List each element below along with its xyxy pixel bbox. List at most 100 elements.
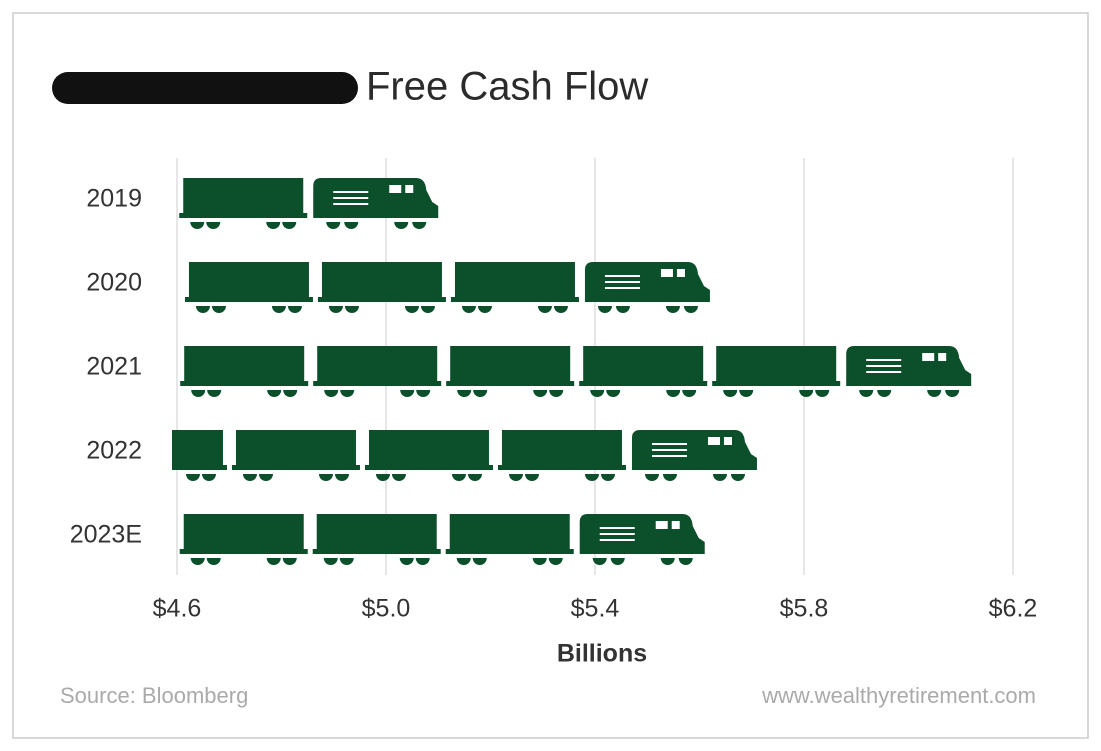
wheel xyxy=(662,474,677,481)
wheel xyxy=(532,558,547,565)
wheel xyxy=(597,306,612,313)
wheel xyxy=(207,390,222,397)
wheel xyxy=(730,474,745,481)
wheel xyxy=(456,558,471,565)
wheel xyxy=(266,558,281,565)
wheel xyxy=(683,306,698,313)
wheel xyxy=(266,222,281,229)
y-tick-label: 2023E xyxy=(70,521,142,549)
bar xyxy=(179,514,705,565)
car-base xyxy=(312,549,441,554)
window xyxy=(676,269,685,277)
car xyxy=(183,178,304,214)
x-tick-label: $6.2 xyxy=(989,595,1038,623)
car-base xyxy=(179,213,308,218)
wheel xyxy=(324,390,339,397)
locomotive xyxy=(313,178,439,218)
wheel xyxy=(615,306,630,313)
wheel xyxy=(323,558,338,565)
website: www.wealthyretirement.com xyxy=(761,683,1036,708)
car-base xyxy=(180,381,309,386)
wheel xyxy=(600,474,615,481)
car-base xyxy=(179,549,308,554)
wheel xyxy=(592,558,607,565)
car-base xyxy=(712,381,841,386)
x-tick-label: $5.8 xyxy=(780,595,829,623)
car-base xyxy=(579,381,708,386)
wheel xyxy=(339,558,354,565)
wheel xyxy=(723,390,738,397)
wheel xyxy=(391,474,406,481)
wheel xyxy=(644,474,659,481)
car xyxy=(317,346,438,382)
car xyxy=(368,430,489,466)
x-axis-label: Billions xyxy=(557,640,647,668)
wheel xyxy=(190,222,205,229)
wheel xyxy=(477,306,492,313)
wheel xyxy=(610,558,625,565)
car xyxy=(184,346,305,382)
car xyxy=(583,346,704,382)
car-base xyxy=(231,465,360,470)
car-base xyxy=(445,549,574,554)
wheel xyxy=(282,558,297,565)
car-base xyxy=(364,465,493,470)
wheel xyxy=(665,306,680,313)
wheel xyxy=(606,390,621,397)
wheel xyxy=(326,222,341,229)
bar xyxy=(184,262,710,313)
locomotive xyxy=(579,514,705,554)
window xyxy=(707,437,720,445)
wheel xyxy=(415,558,430,565)
x-tick-label: $4.6 xyxy=(153,595,202,623)
car xyxy=(188,262,309,298)
wheel xyxy=(287,306,302,313)
redaction xyxy=(52,72,358,104)
car-base xyxy=(450,297,579,302)
wheel xyxy=(553,306,568,313)
locomotive xyxy=(846,346,972,386)
wheel xyxy=(195,306,210,313)
car xyxy=(321,262,442,298)
wheel xyxy=(282,222,297,229)
wheel xyxy=(678,558,693,565)
wheel xyxy=(344,222,359,229)
wheel xyxy=(211,306,226,313)
wheel xyxy=(927,390,942,397)
car xyxy=(501,430,622,466)
wheel xyxy=(206,558,221,565)
wheel xyxy=(267,390,282,397)
locomotive xyxy=(584,262,710,302)
wheel xyxy=(318,474,333,481)
car-base xyxy=(172,465,227,470)
bar xyxy=(172,430,757,481)
window xyxy=(723,437,732,445)
wheel xyxy=(472,558,487,565)
wheel xyxy=(258,474,273,481)
wheel xyxy=(457,390,472,397)
wheel xyxy=(739,390,754,397)
wheel xyxy=(399,558,414,565)
bar xyxy=(179,178,439,229)
wheel xyxy=(283,390,298,397)
car xyxy=(716,346,837,382)
car-base xyxy=(446,381,575,386)
car xyxy=(454,262,575,298)
x-tick-label: $5.0 xyxy=(362,595,411,623)
wheel xyxy=(451,474,466,481)
car-base xyxy=(184,297,313,302)
window xyxy=(938,353,947,361)
source: Source: Bloomberg xyxy=(60,683,248,708)
x-tick-label: $5.4 xyxy=(571,595,620,623)
y-tick-label: 2020 xyxy=(86,269,142,297)
wheel xyxy=(334,474,349,481)
wheel xyxy=(945,390,960,397)
wheel xyxy=(533,390,548,397)
y-tick-label: 2021 xyxy=(86,353,142,381)
wheel xyxy=(682,390,697,397)
wheel xyxy=(404,306,419,313)
wheel xyxy=(191,390,206,397)
window xyxy=(671,521,680,529)
wheel xyxy=(537,306,552,313)
car xyxy=(235,430,356,466)
